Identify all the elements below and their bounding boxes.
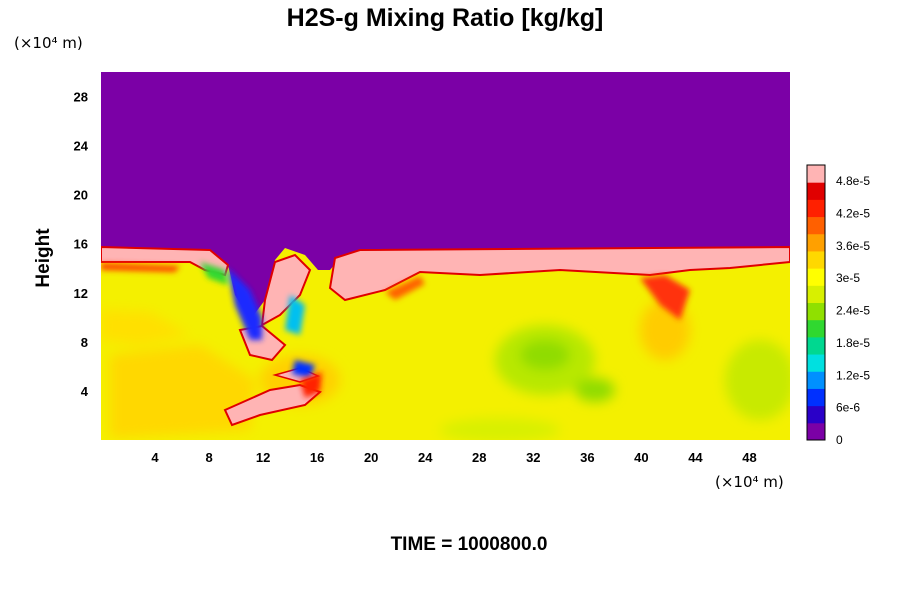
- y-tick-label: 28: [74, 90, 88, 105]
- colorbar-swatch: [807, 388, 825, 407]
- colorbar-tick-label: 1.2e-5: [836, 368, 870, 382]
- x-tick-label: 32: [526, 450, 540, 465]
- colorbar-swatch: [807, 250, 825, 269]
- x-tick-label: 48: [742, 450, 756, 465]
- colorbar-swatch: [807, 405, 825, 424]
- x-tick-label: 20: [364, 450, 378, 465]
- concentration-blobs: [101, 300, 790, 440]
- y-axis-label: Height: [33, 228, 54, 288]
- y-tick-label: 16: [74, 237, 88, 252]
- colorbar-swatch: [807, 268, 825, 286]
- upper-layer: [101, 72, 790, 320]
- x-tick-label: 8: [205, 450, 212, 465]
- y-tick-label: 8: [81, 335, 88, 350]
- colorbar-tick-label: 1.8e-5: [836, 336, 870, 350]
- orange-patch-upper-left: [101, 310, 190, 345]
- time-label: TIME = 1000800.0: [391, 534, 548, 555]
- colorbar-swatch: [807, 165, 825, 183]
- colorbar-swatch: [807, 422, 825, 441]
- colorbar-tick-label: 0: [836, 433, 843, 447]
- colorbar-swatch: [807, 233, 825, 252]
- blue-intrusion: [200, 262, 315, 378]
- colorbar-swatch: [807, 216, 825, 235]
- x-tick-label: 44: [688, 450, 703, 465]
- heatmap-field: [101, 72, 790, 440]
- colorbar: [806, 164, 826, 441]
- colorbar-swatch: [807, 302, 825, 321]
- x-tick-label: 4: [151, 450, 159, 465]
- green-bottom: [440, 418, 560, 440]
- x-tick-label: 24: [418, 450, 433, 465]
- colorbar-ticks: 0 6e-6 1.2e-5 1.8e-5 2.4e-5 3e-5 3.6e-5 4.2e-5 4…: [836, 174, 870, 447]
- red-filaments: [101, 263, 690, 398]
- colorbar-swatch: [807, 336, 825, 355]
- chart-title: H2S-g Mixing Ratio [kg/kg]: [287, 4, 604, 32]
- y-axis-unit: (×10⁴ m): [14, 34, 83, 52]
- colorbar-swatch: [807, 319, 825, 338]
- green-eddy-lower: [575, 378, 615, 402]
- colorbar-swatch: [807, 199, 825, 218]
- colorbar-tick-label: 3e-5: [836, 271, 860, 285]
- colorbar-tick-label: 6e-6: [836, 401, 860, 415]
- colorbar-swatch: [807, 371, 825, 389]
- green-eddy-right: [725, 340, 790, 420]
- colorbar-tick-label: 3.6e-5: [836, 239, 870, 253]
- colorbar-frame: [806, 164, 826, 441]
- y-tick-label: 20: [74, 188, 88, 203]
- y-tick-label: 4: [81, 384, 89, 399]
- orange-patch-left: [110, 345, 255, 438]
- x-axis-ticks: 4 8 12 16 20 24 28 32 36 40 44 48: [151, 450, 756, 465]
- x-tick-label: 36: [580, 450, 594, 465]
- x-tick-label: 12: [256, 450, 270, 465]
- colorbar-tick-label: 4.8e-5: [836, 174, 870, 188]
- y-axis-ticks: 4 8 12 16 20 24 28: [74, 90, 89, 399]
- colorbar-tick-label: 4.2e-5: [836, 207, 870, 221]
- green-eddy-core: [520, 340, 570, 370]
- colorbar-swatch: [807, 182, 825, 200]
- colorbar-swatch: [807, 354, 825, 372]
- y-tick-label: 24: [74, 139, 89, 154]
- x-tick-label: 16: [310, 450, 324, 465]
- colorbar-swatch: [807, 285, 825, 303]
- colorbar-tick-label: 2.4e-5: [836, 304, 870, 318]
- x-tick-label: 28: [472, 450, 486, 465]
- interface-band: [101, 245, 790, 427]
- x-axis-unit: (×10⁴ m): [715, 473, 784, 491]
- y-tick-label: 12: [74, 286, 88, 301]
- x-tick-label: 40: [634, 450, 648, 465]
